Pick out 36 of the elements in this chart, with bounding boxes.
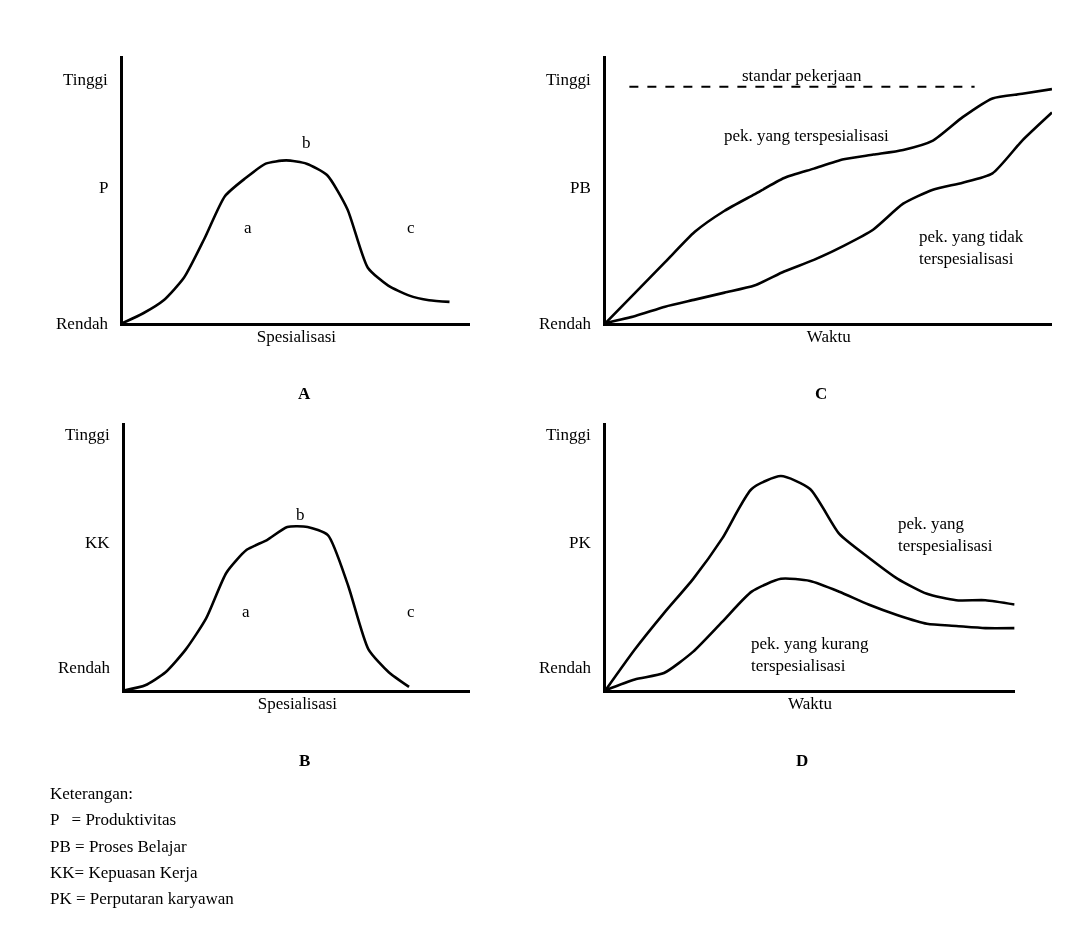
text: Rendah: [58, 658, 111, 677]
text: C: [815, 384, 828, 403]
text: Rendah: [539, 658, 592, 677]
text: b: [296, 505, 305, 524]
text: A: [298, 384, 311, 403]
text: KK= Kepuasan Kerja: [50, 863, 198, 882]
text: P = Produktivitas: [50, 810, 177, 829]
series-label: pek. yang kurang terspesialisasi: [751, 634, 870, 676]
text: b: [302, 133, 311, 152]
x-axis-title: Waktu: [788, 694, 833, 714]
ref-line-label: standar pekerjaan: [742, 66, 862, 85]
y-axis-title: PB: [570, 178, 591, 197]
text: Tinggi: [65, 425, 111, 444]
series-label: pek. yang terspesialisasi: [898, 514, 993, 556]
text: Keterangan:: [50, 784, 134, 803]
text: PB = Proses Belajar: [50, 837, 187, 856]
y-axis-title: P: [99, 178, 109, 197]
y-axis-title: PK: [569, 533, 592, 552]
x-axis-title: Spesialisasi: [257, 694, 338, 714]
annotation: a: [242, 602, 250, 621]
text: Rendah: [56, 314, 109, 333]
annotation: c: [407, 602, 415, 621]
text: PK = Perputaran karyawan: [50, 889, 235, 908]
x-axis-title: Waktu: [806, 327, 852, 347]
text: Tinggi: [63, 70, 109, 89]
annotation: a: [244, 218, 252, 237]
text: B: [299, 751, 311, 770]
x-axis-title: Spesialisasi: [256, 327, 337, 347]
text: Tinggi: [546, 70, 592, 89]
series-label: pek. yang tidak terspesialisasi: [919, 227, 1024, 269]
text: D: [796, 751, 809, 770]
series-label: pek. yang terspesialisasi: [724, 126, 890, 145]
annotation: c: [407, 218, 415, 237]
text: Tinggi: [546, 425, 592, 444]
text: Rendah: [539, 314, 592, 333]
y-axis-title: KK: [85, 533, 111, 552]
